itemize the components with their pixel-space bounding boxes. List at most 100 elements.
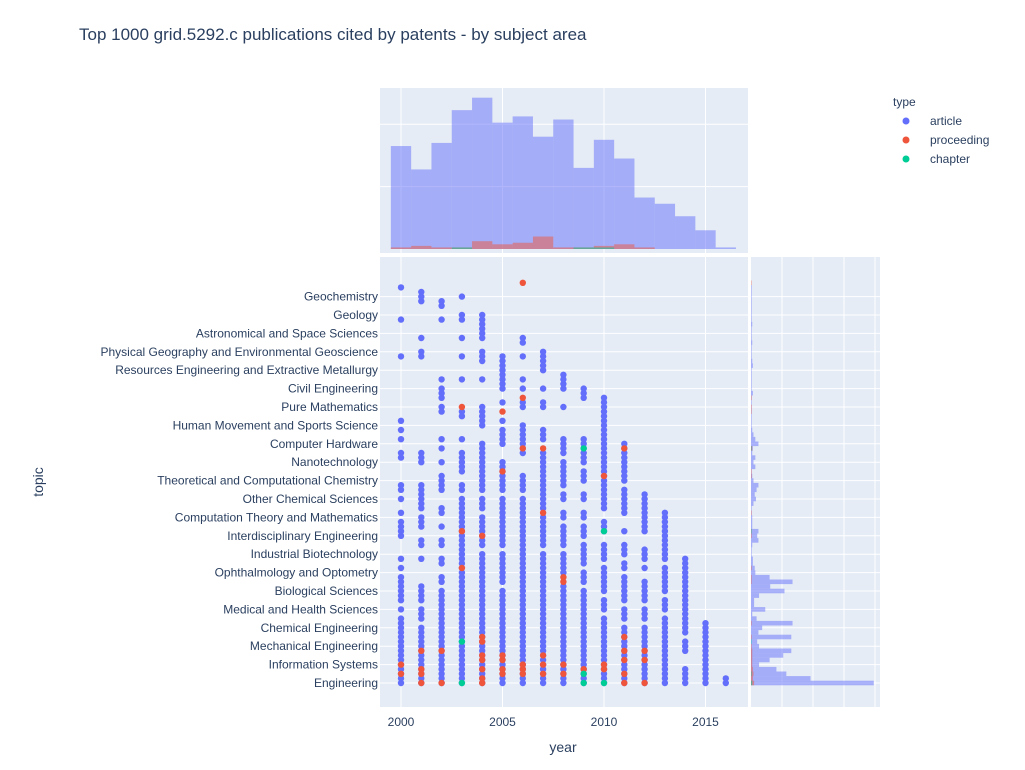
article-point xyxy=(418,454,425,461)
article-point xyxy=(641,675,648,682)
article-point xyxy=(458,316,466,323)
article-point xyxy=(641,564,648,572)
proceeding-point xyxy=(418,679,425,687)
article-point xyxy=(722,675,729,682)
x-tick-labels: 2000 2005 2010 2015 xyxy=(388,715,720,729)
side-histogram-bg xyxy=(751,257,880,707)
article-point xyxy=(682,647,689,654)
article-point xyxy=(438,390,445,397)
article-point xyxy=(539,528,547,535)
article-point xyxy=(621,541,628,549)
year-hist-bar-article xyxy=(492,122,513,249)
article-point xyxy=(519,629,526,636)
proceeding-point xyxy=(539,652,547,659)
article-point xyxy=(519,643,526,650)
article-point xyxy=(458,463,466,470)
year-hist-bar-article xyxy=(553,119,574,250)
article-point xyxy=(438,578,445,585)
article-point xyxy=(600,587,608,595)
year-hist-bar-article xyxy=(532,136,554,249)
proceeding-point xyxy=(539,661,547,668)
article-point xyxy=(499,459,506,466)
article-point xyxy=(519,587,526,595)
article-point xyxy=(397,486,405,493)
year-hist-bar-proceeding xyxy=(532,236,554,249)
article-point xyxy=(397,638,405,645)
article-point xyxy=(682,592,689,599)
article-point xyxy=(458,661,466,668)
article-point xyxy=(519,620,526,627)
article-point xyxy=(641,592,648,599)
topic-hist-bar-article xyxy=(751,662,760,667)
article-point xyxy=(539,403,547,411)
article-point xyxy=(600,555,608,562)
legend-marker-article xyxy=(902,117,910,125)
article-point xyxy=(600,394,608,401)
article-point xyxy=(479,578,486,585)
legend-item-proceeding[interactable]: proceeding xyxy=(902,133,990,147)
article-point xyxy=(560,679,567,687)
article-point xyxy=(397,564,405,572)
article-point xyxy=(682,569,689,576)
article-point xyxy=(580,555,587,562)
legend-item-chapter[interactable]: chapter xyxy=(902,152,971,166)
article-point xyxy=(600,463,608,470)
article-point xyxy=(661,647,669,654)
article-point xyxy=(560,463,567,470)
topic-hist-bar-article xyxy=(751,680,874,686)
article-point xyxy=(641,528,648,535)
year-hist-bar-article xyxy=(411,169,432,249)
article-point xyxy=(560,472,567,480)
article-point xyxy=(438,509,445,516)
y-tick-label: Biological Sciences xyxy=(275,584,378,598)
article-point xyxy=(539,601,547,608)
article-point xyxy=(458,408,466,415)
proceeding-point xyxy=(479,633,486,641)
article-point xyxy=(560,615,567,622)
proceeding-point xyxy=(397,670,405,677)
article-point xyxy=(499,482,506,489)
article-point xyxy=(479,592,486,599)
article-point xyxy=(600,643,608,650)
article-point xyxy=(682,597,689,604)
article-point xyxy=(479,583,486,590)
article-point xyxy=(661,569,669,576)
article-point xyxy=(397,606,405,613)
topic-hist-bar-article xyxy=(751,335,752,341)
article-point xyxy=(682,555,689,562)
legend-item-article[interactable]: article xyxy=(902,114,963,128)
article-point xyxy=(539,656,547,664)
topic-hist-bar-article xyxy=(751,358,753,364)
article-point xyxy=(539,518,547,526)
y-tick-label: Human Movement and Sports Science xyxy=(173,418,379,432)
article-point xyxy=(600,518,608,526)
article-point xyxy=(479,500,486,507)
article-point xyxy=(682,620,689,627)
year-hist-bar-article xyxy=(512,116,533,250)
article-point xyxy=(600,564,608,572)
topic-hist-bar-article xyxy=(751,676,811,681)
article-point xyxy=(479,647,486,654)
article-point xyxy=(499,615,506,622)
article-point xyxy=(641,509,648,516)
article-point xyxy=(397,583,405,590)
topic-hist-bar-article xyxy=(751,611,753,617)
article-point xyxy=(702,620,709,627)
article-point xyxy=(560,633,567,641)
article-point xyxy=(519,569,526,576)
article-point xyxy=(621,661,628,668)
article-point xyxy=(580,592,587,599)
article-point xyxy=(479,523,486,530)
article-point xyxy=(621,624,628,631)
article-point xyxy=(600,408,608,415)
article-point xyxy=(560,403,567,411)
x-tick-label: 2005 xyxy=(489,715,516,729)
article-point xyxy=(600,597,608,604)
article-point xyxy=(397,675,405,682)
article-point xyxy=(621,592,628,599)
article-point xyxy=(397,624,405,631)
article-point xyxy=(397,587,405,595)
article-point xyxy=(519,537,526,544)
article-point xyxy=(519,422,526,429)
legend[interactable]: type article proceeding chapter xyxy=(893,95,989,166)
